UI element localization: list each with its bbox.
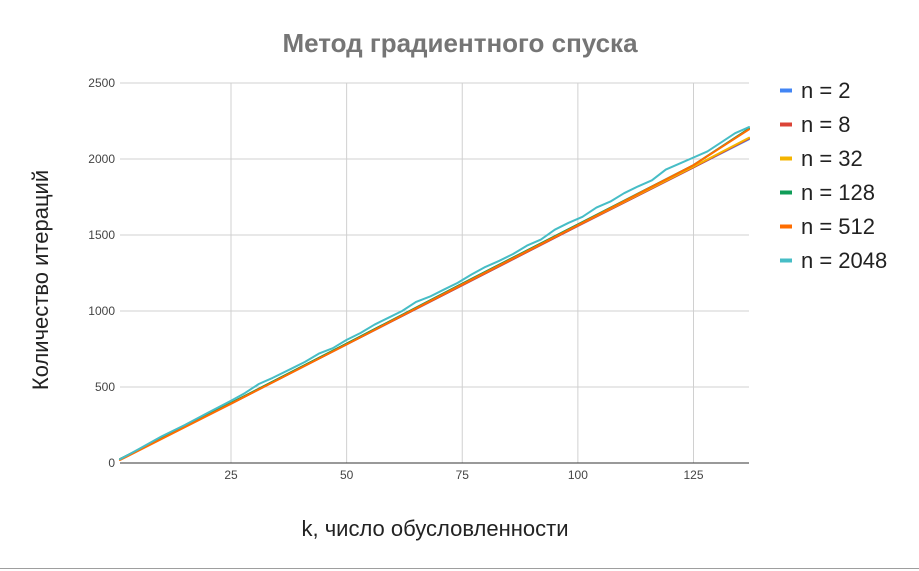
legend-swatch — [780, 156, 792, 161]
legend-label: n = 2048 — [801, 248, 887, 273]
chart-title: Метод градиентного спуска — [282, 28, 638, 58]
x-tick-label: 25 — [224, 468, 238, 482]
series-line-5 — [119, 128, 750, 461]
legend-label: n = 128 — [801, 180, 875, 205]
y-tick-label: 0 — [108, 456, 115, 470]
legend-swatch — [780, 88, 792, 93]
y-tick-label: 500 — [95, 380, 115, 394]
y-tick-label: 1500 — [88, 228, 115, 242]
y-tick-label: 2000 — [88, 152, 115, 166]
x-axis-label: k, число обусловленности — [302, 516, 569, 541]
legend-label: n = 512 — [801, 214, 875, 239]
series-line-6 — [119, 126, 750, 461]
legend: n = 2 n = 8 n = 32 n = 128 n = 512 n = 2048 — [780, 78, 887, 273]
legend-label: n = 32 — [801, 146, 863, 171]
legend-swatch — [780, 258, 792, 263]
legend-swatch — [780, 190, 792, 195]
y-axis-ticks: 0 500 1000 1500 2000 2500 — [88, 76, 115, 470]
y-tick-label: 2500 — [88, 76, 115, 90]
bottom-divider — [0, 568, 919, 569]
legend-swatch — [780, 122, 792, 127]
legend-swatch — [780, 224, 792, 229]
y-axis-label: Количество итераций — [28, 170, 53, 390]
x-tick-label: 50 — [340, 468, 354, 482]
x-tick-label: 125 — [683, 468, 703, 482]
x-tick-label: 100 — [568, 468, 588, 482]
series-lines — [119, 126, 750, 461]
legend-label: n = 2 — [801, 78, 851, 103]
gridlines — [120, 82, 749, 463]
x-tick-label: 75 — [456, 468, 470, 482]
y-tick-label: 1000 — [88, 304, 115, 318]
x-axis-ticks: 25 50 75 100 125 — [224, 468, 704, 482]
legend-label: n = 8 — [801, 112, 851, 137]
